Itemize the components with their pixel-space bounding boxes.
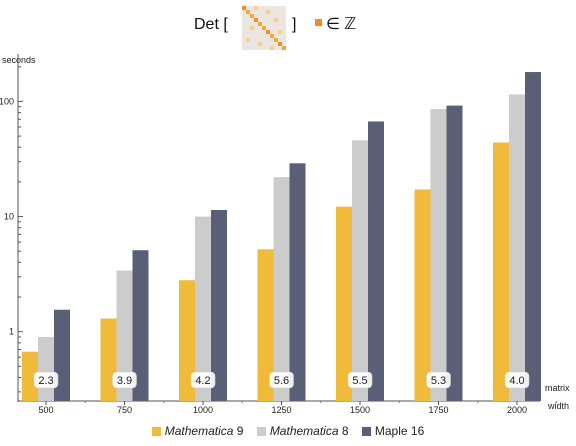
bar xyxy=(446,105,463,401)
bar xyxy=(525,72,541,401)
ratio-label: 4.0 xyxy=(504,371,530,389)
ratio-label-text: 2.3 xyxy=(38,375,53,387)
bar xyxy=(368,121,384,401)
ratio-label-text: 4.2 xyxy=(195,375,210,387)
bar xyxy=(352,140,368,401)
x-tick-label: 500 xyxy=(38,405,53,415)
title-suffix: ] xyxy=(292,16,296,33)
ratio-label-text: 4.0 xyxy=(509,375,524,387)
matrix-offdiag-cell xyxy=(258,42,262,46)
legend-swatch xyxy=(361,427,371,436)
matrix-diagonal-cell xyxy=(258,22,262,26)
bar xyxy=(493,142,509,401)
bar xyxy=(38,336,54,401)
legend-item-maple-16: Maple 16 xyxy=(361,424,424,438)
bar xyxy=(336,206,352,401)
x-tick-label: 1250 xyxy=(271,405,291,415)
ratio-label-text: 5.5 xyxy=(352,375,367,387)
ratio-label-text: 3.9 xyxy=(117,375,132,387)
bar xyxy=(289,163,306,401)
x-axis-label-line2: width xyxy=(547,401,569,411)
y-tick-label: 10 xyxy=(4,212,14,222)
matrix-diagonal-cell xyxy=(282,46,286,50)
ratio-label: 2.3 xyxy=(33,371,59,389)
ratio-label-bg xyxy=(33,371,59,389)
title-element-of: ∈ ℤ xyxy=(326,16,356,33)
matrix-offdiag-cell xyxy=(254,6,258,10)
matrix-diagonal-cell xyxy=(278,42,282,46)
legend-item-mathematica-9: Mathematica 9 xyxy=(151,424,243,438)
matrix-diagonal-cell xyxy=(242,6,246,10)
ratio-labels: 2.3 3.9 4.2 5.6 5.5 5.3 4.0 xyxy=(33,371,530,389)
ratio-label: 5.6 xyxy=(269,371,294,389)
chart-title: Det [ ] ∈ ℤ xyxy=(194,6,356,50)
matrix-icon xyxy=(242,6,286,50)
bar xyxy=(430,108,447,402)
x-axis-label-line1: matrix xyxy=(545,383,570,393)
y-tick-label: 100 xyxy=(0,96,14,106)
legend-swatch xyxy=(256,427,266,436)
ratio-label-text: 5.6 xyxy=(274,375,289,387)
bar xyxy=(414,189,431,401)
matrix-offdiag-cell xyxy=(274,18,278,22)
bar xyxy=(509,94,525,401)
matrix-diagonal-cell xyxy=(266,30,270,34)
bar xyxy=(195,216,211,401)
bar xyxy=(211,210,227,401)
ratio-label-bg xyxy=(112,371,137,389)
matrix-offdiag-cell xyxy=(270,46,274,50)
bar xyxy=(116,270,133,401)
y-tick-label: 1 xyxy=(9,327,14,337)
ratio-label-bg xyxy=(426,371,451,389)
matrix-offdiag-cell xyxy=(250,26,254,30)
bar xyxy=(273,177,290,401)
legend-swatch xyxy=(151,427,161,436)
ratio-label-bg xyxy=(504,371,530,389)
element-marker-icon xyxy=(315,19,322,26)
x-tick-label: 1000 xyxy=(193,405,213,415)
matrix-offdiag-cell xyxy=(266,10,270,14)
x-tick-label: 2000 xyxy=(507,405,527,415)
bars xyxy=(22,72,541,402)
ratio-label-bg xyxy=(190,371,216,389)
matrix-diagonal-cell xyxy=(250,14,254,18)
x-tick-label: 1750 xyxy=(428,405,448,415)
ratio-label: 5.5 xyxy=(347,371,373,389)
legend: Mathematica 9 Mathematica 8 Maple 16 xyxy=(0,424,576,438)
matrix-diagonal-cell xyxy=(274,38,278,42)
ratio-label: 4.2 xyxy=(190,371,216,389)
y-axis-label: seconds xyxy=(2,55,36,65)
bar xyxy=(179,280,195,401)
matrix-diagonal-cell xyxy=(270,34,274,38)
bar xyxy=(100,318,117,401)
bar xyxy=(132,250,149,401)
ratio-label: 3.9 xyxy=(112,371,137,389)
bar xyxy=(22,351,38,401)
x-tick-label: 1500 xyxy=(350,405,370,415)
matrix-diagonal-cell xyxy=(254,18,258,22)
matrix-diagonal-cell xyxy=(262,26,266,30)
legend-item-mathematica-8: Mathematica 8 xyxy=(256,424,349,438)
bar xyxy=(257,249,274,401)
ratio-label: 5.3 xyxy=(426,371,451,389)
ratio-label-bg xyxy=(347,371,373,389)
matrix-diagonal-cell xyxy=(246,10,250,14)
matrix-offdiag-cell xyxy=(246,38,250,42)
x-tick-label: 750 xyxy=(117,405,132,415)
matrix-offdiag-cell xyxy=(278,30,282,34)
ratio-label-text: 5.3 xyxy=(431,375,446,387)
title-prefix: Det [ xyxy=(194,16,228,33)
ratio-label-bg xyxy=(269,371,294,389)
